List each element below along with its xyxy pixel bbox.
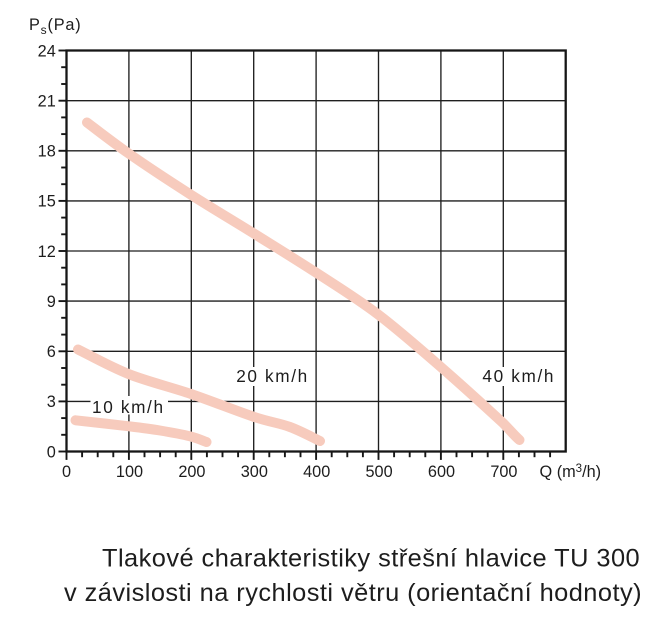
svg-text:20 km/h: 20 km/h <box>236 366 309 386</box>
svg-text:21: 21 <box>38 93 56 111</box>
svg-text:700: 700 <box>490 463 517 481</box>
svg-text:24: 24 <box>38 42 56 60</box>
svg-text:Tlakové charakteristiky střešn: Tlakové charakteristiky střešní hlavice … <box>102 545 640 573</box>
svg-text:15: 15 <box>38 193 56 211</box>
svg-text:v závislosti na rychlosti větr: v závislosti na rychlosti větru (orienta… <box>64 579 642 607</box>
svg-text:0: 0 <box>47 443 56 461</box>
svg-text:100: 100 <box>116 463 143 481</box>
svg-text:300: 300 <box>241 463 268 481</box>
svg-text:6: 6 <box>47 343 56 361</box>
svg-text:10 km/h: 10 km/h <box>92 397 165 417</box>
svg-text:18: 18 <box>38 143 56 161</box>
svg-text:40 km/h: 40 km/h <box>482 366 555 386</box>
svg-text:Ps(Pa): Ps(Pa) <box>29 16 81 37</box>
svg-text:600: 600 <box>428 463 455 481</box>
svg-text:500: 500 <box>366 463 393 481</box>
svg-text:200: 200 <box>178 463 205 481</box>
svg-text:Q (m3/h): Q (m3/h) <box>540 463 602 481</box>
svg-text:12: 12 <box>38 243 56 261</box>
svg-text:400: 400 <box>303 463 330 481</box>
svg-text:3: 3 <box>47 393 56 411</box>
svg-text:9: 9 <box>47 293 56 311</box>
svg-text:0: 0 <box>62 463 71 481</box>
